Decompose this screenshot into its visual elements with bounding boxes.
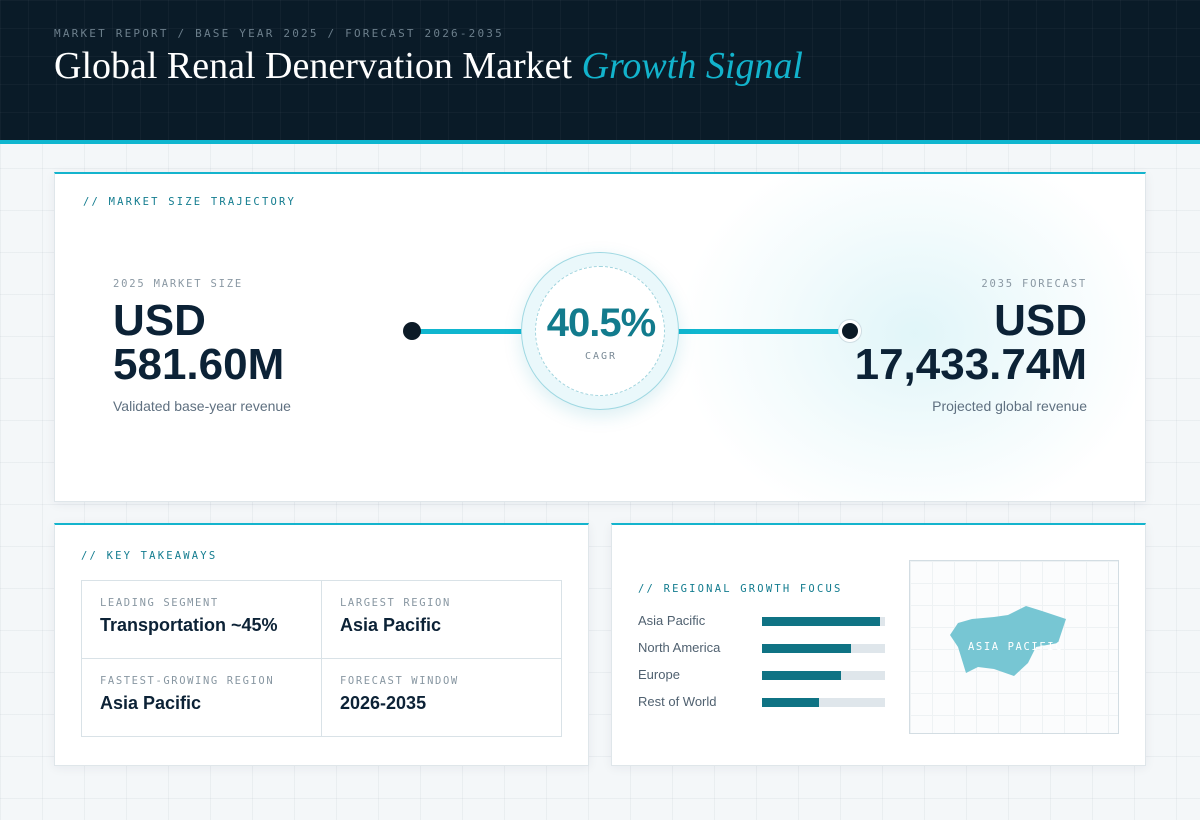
region-bar-fill [762, 644, 851, 653]
cagr-badge: 40.5% CAGR [521, 252, 679, 410]
asia-pacific-shape [950, 606, 1066, 676]
region-bar-label: Asia Pacific [638, 613, 706, 628]
cagr-badge-inner: 40.5% CAGR [535, 266, 665, 396]
region-bar-label: Rest of World [638, 694, 717, 709]
title-accent: Growth Signal [581, 45, 803, 87]
asia-pacific-map-icon [950, 606, 1066, 676]
region-bar-track [762, 698, 885, 707]
takeaway-cell: LEADING SEGMENT Transportation ~45% [82, 581, 322, 659]
title-main: Global Renal Denervation Market [54, 45, 573, 87]
region-bar-label: Europe [638, 667, 680, 682]
takeaway-cell: LARGEST REGION Asia Pacific [321, 581, 561, 659]
takeaway-label: FORECAST WINDOW [340, 675, 459, 687]
key-takeaways-card: // KEY TAKEAWAYS LEADING SEGMENT Transpo… [54, 523, 589, 766]
base-metric-currency: USD [113, 296, 206, 345]
map-region-label: ASIA PACIFIC [968, 641, 1064, 653]
takeaway-label: LEADING SEGMENT [100, 597, 219, 609]
takeaway-cell: FASTEST-GROWING REGION Asia Pacific [82, 658, 322, 736]
region-bar-row: North America [638, 640, 888, 656]
region-bar-row: Asia Pacific [638, 613, 888, 629]
region-bar-label: North America [638, 640, 721, 655]
region-bar-row: Europe [638, 667, 888, 683]
base-metric-caption: Validated base-year revenue [113, 398, 291, 414]
takeaway-value: Transportation ~45% [100, 615, 278, 635]
region-bar-track [762, 671, 885, 680]
forecast-metric-currency: USD [994, 296, 1087, 345]
regional-growth-card: // REGIONAL GROWTH FOCUS Asia Pacific No… [611, 523, 1146, 766]
cagr-label: CAGR [584, 351, 618, 362]
regional-section-label: // REGIONAL GROWTH FOCUS [638, 583, 843, 595]
trajectory-line-right [661, 329, 845, 334]
region-bar-fill [762, 698, 819, 707]
forecast-metric-value: 17,433.74M [854, 340, 1087, 389]
trajectory-end-dot [839, 320, 861, 342]
takeaway-value: Asia Pacific [340, 615, 442, 635]
report-header: MARKET REPORT / BASE YEAR 2025 / FORECAS… [0, 0, 1200, 144]
forecast-metric-label: 2035 FORECAST [981, 278, 1087, 290]
takeaway-cell: FORECAST WINDOW 2026-2035 [321, 658, 561, 736]
base-metric-value: 581.60M [113, 340, 285, 389]
trajectory-line-left [415, 329, 527, 334]
report-eyebrow: MARKET REPORT / BASE YEAR 2025 / FORECAS… [54, 27, 504, 40]
takeaways-section-label: // KEY TAKEAWAYS [81, 550, 218, 562]
market-trajectory-card: // MARKET SIZE TRAJECTORY 2025 MARKET SI… [54, 172, 1146, 502]
region-bar-row: Rest of World [638, 694, 888, 710]
trajectory-section-label: // MARKET SIZE TRAJECTORY [83, 196, 297, 208]
takeaway-value: Asia Pacific [100, 693, 202, 713]
region-bar-track [762, 644, 885, 653]
region-bar-fill [762, 671, 841, 680]
page-title: Global Renal Denervation Market Growth S… [54, 44, 803, 88]
forecast-metric-caption: Projected global revenue [932, 398, 1087, 414]
takeaways-grid: LEADING SEGMENT Transportation ~45% LARG… [81, 580, 562, 737]
region-bar-fill [762, 617, 881, 626]
takeaway-value: 2026-2035 [340, 693, 427, 713]
takeaway-label: FASTEST-GROWING REGION [100, 675, 275, 687]
trajectory-start-dot [403, 322, 421, 340]
region-bar-track [762, 617, 885, 626]
cagr-value: 40.5% [546, 301, 656, 345]
background-glow [675, 174, 1145, 501]
region-map: ASIA PACIFIC [909, 560, 1119, 734]
base-metric-label: 2025 MARKET SIZE [113, 278, 243, 290]
takeaway-label: LARGEST REGION [340, 597, 451, 609]
